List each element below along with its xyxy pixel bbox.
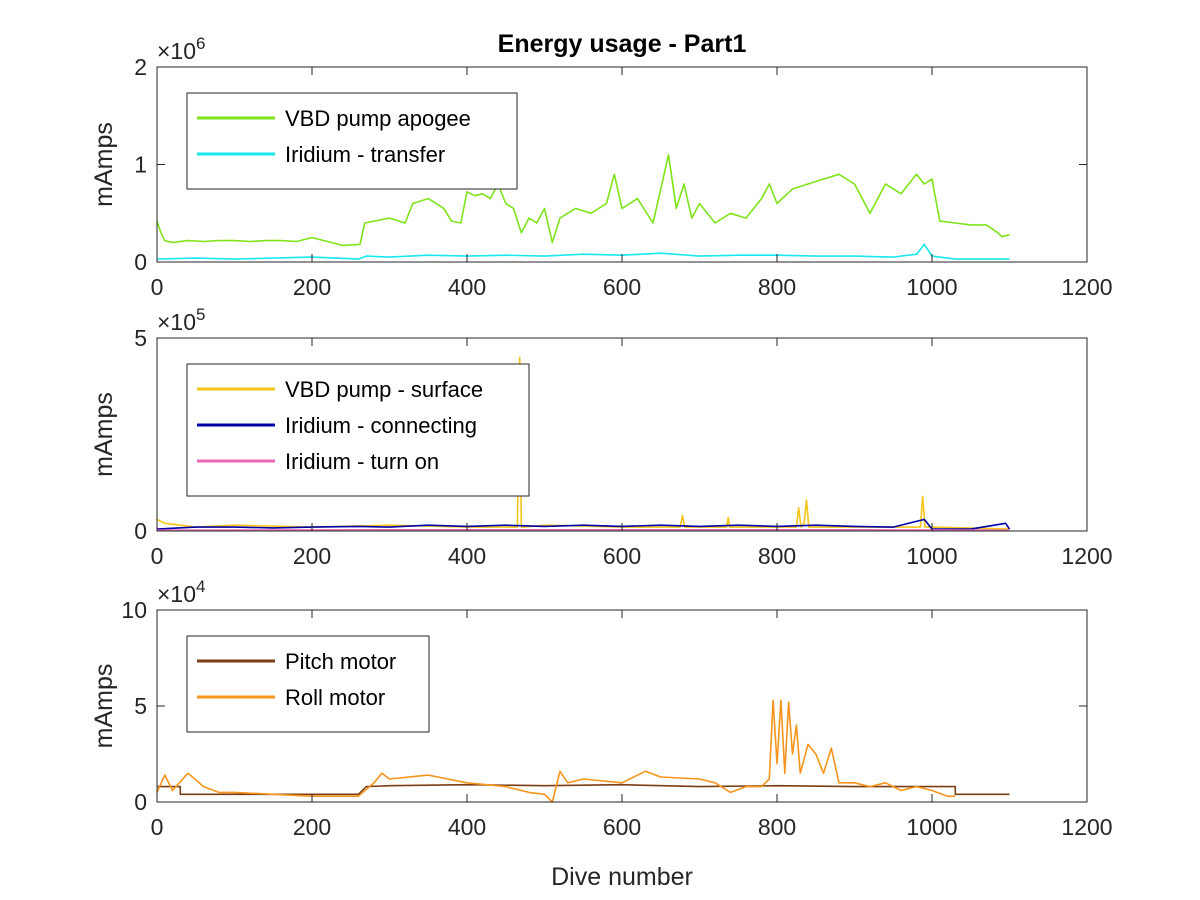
x-tick-label: 1200 — [1061, 543, 1112, 569]
x-tick-label: 600 — [603, 814, 641, 840]
y-exponent-power: 5 — [196, 305, 205, 324]
y-axis-label: mAmps — [90, 664, 118, 749]
chart-title: Energy usage - Part1 — [498, 30, 747, 58]
x-tick-label: 1000 — [906, 814, 957, 840]
x-axis-label: Dive number — [551, 863, 693, 891]
x-tick-label: 800 — [758, 274, 796, 300]
x-tick-label: 0 — [151, 814, 164, 840]
legend: Pitch motor Roll motor — [186, 635, 430, 733]
legend-entry-label: Iridium - connecting — [285, 413, 477, 438]
legend-entry-label: VBD pump - surface — [285, 377, 483, 402]
x-tick-label: 1200 — [1061, 274, 1112, 300]
legend-box — [186, 363, 530, 497]
legend-entry-label: Roll motor — [285, 685, 385, 710]
legend-entry-label: Iridium - transfer — [285, 142, 445, 167]
x-tick-label: 800 — [758, 814, 796, 840]
legend: VBD pump - surface Iridium - connecting Ir… — [186, 363, 530, 497]
y-tick-label: 5 — [134, 325, 147, 351]
series-line-2 — [156, 699, 956, 803]
y-axis-label: mAmps — [90, 122, 118, 207]
y-axis-label: mAmps — [90, 392, 118, 477]
series-line-1 — [156, 154, 1010, 247]
x-tick-label: 0 — [151, 543, 164, 569]
x-tick-label: 1200 — [1061, 814, 1112, 840]
x-tick-label: 600 — [603, 274, 641, 300]
y-tick-label: 2 — [134, 54, 147, 80]
y-tick-label: 0 — [134, 518, 147, 544]
legend-box — [186, 92, 518, 190]
x-tick-label: 600 — [603, 543, 641, 569]
legend-entry-label: Pitch motor — [285, 649, 396, 674]
x-tick-label: 1000 — [906, 274, 957, 300]
x-tick-label: 400 — [448, 274, 486, 300]
x-tick-label: 1000 — [906, 543, 957, 569]
x-tick-label: 200 — [293, 543, 331, 569]
x-tick-label: 200 — [293, 274, 331, 300]
series-line-1 — [157, 783, 1010, 796]
y-exponent-power: 6 — [196, 34, 205, 53]
x-tick-label: 0 — [151, 274, 164, 300]
y-tick-label: 1 — [134, 152, 147, 178]
x-tick-label: 400 — [448, 543, 486, 569]
legend-box — [186, 635, 430, 733]
x-tick-label: 200 — [293, 814, 331, 840]
y-tick-label: 5 — [134, 693, 147, 719]
x-tick-label: 400 — [448, 814, 486, 840]
y-tick-label: 0 — [134, 249, 147, 275]
x-tick-label: 800 — [758, 543, 796, 569]
y-tick-label: 10 — [121, 597, 147, 623]
subplot-3: 0 200 400 600 800 1000 12000510×104mAmpsPitch … — [90, 577, 1113, 840]
y-tick-label: 0 — [134, 789, 147, 815]
y-exponent-power: 4 — [196, 577, 205, 596]
legend-entry-label: VBD pump apogee — [285, 106, 471, 131]
legend: VBD pump apogee Iridium - transfer — [186, 92, 518, 190]
legend-entry-label: Iridium - turn on — [285, 449, 439, 474]
